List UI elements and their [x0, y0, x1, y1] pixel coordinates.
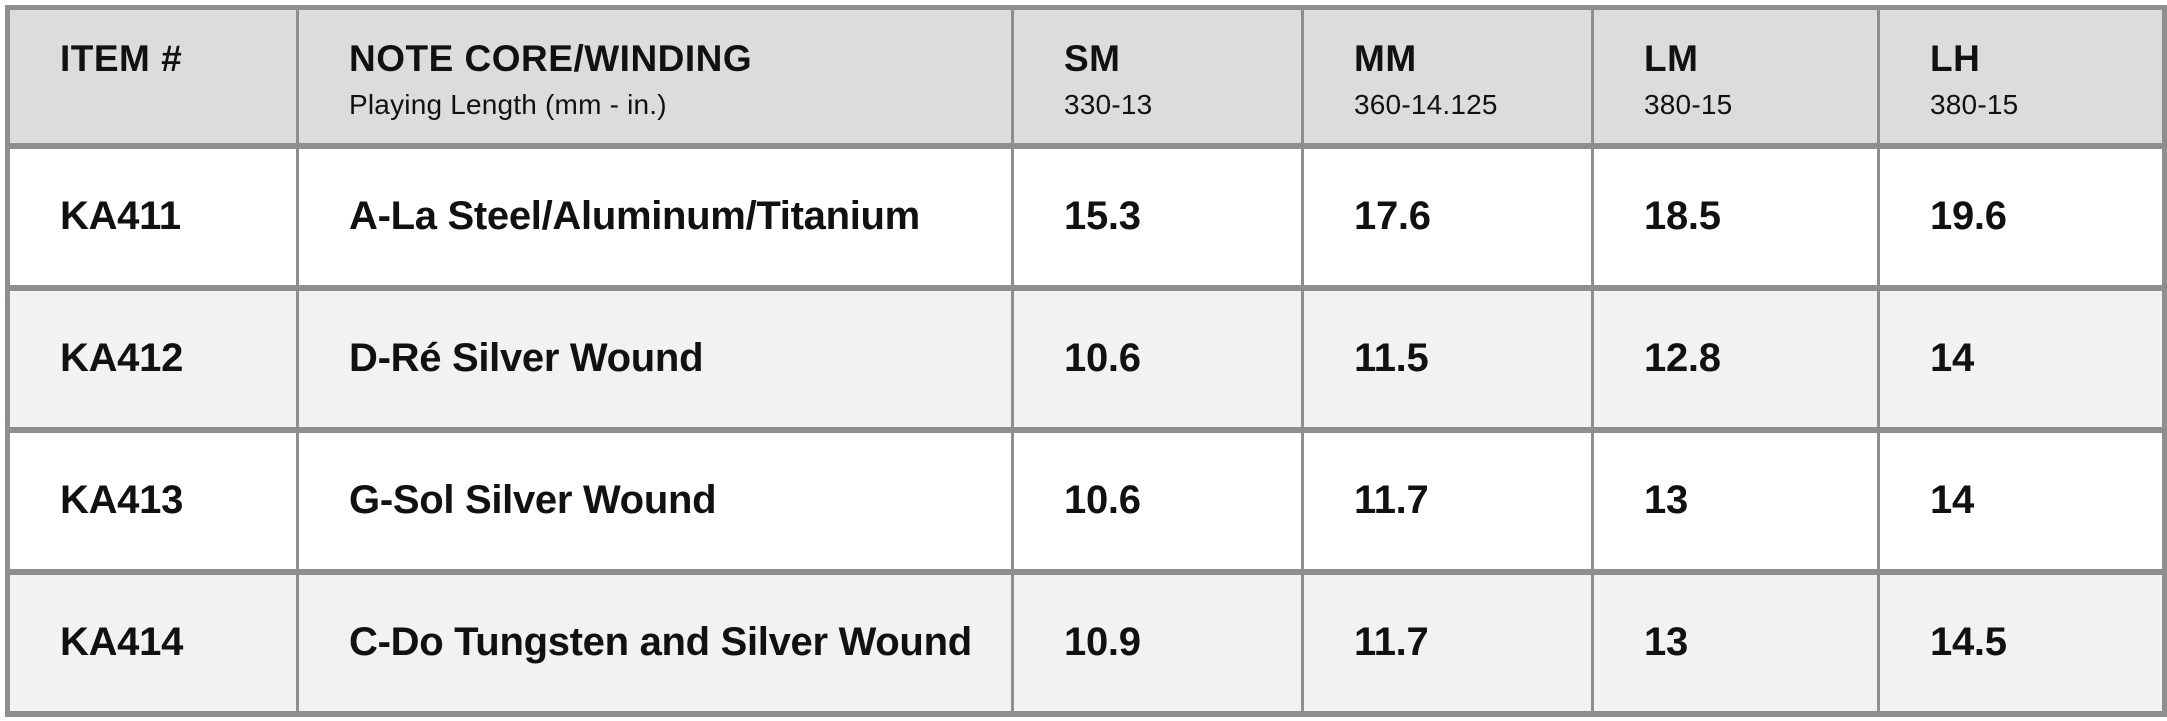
header-cell-note: NOTE CORE/WINDING Playing Length (mm - i… [296, 6, 1014, 147]
column-sublabel-sm: 330-13 [1064, 89, 1153, 120]
cell-note-core-winding: A-La Steel/Aluminum/Titanium [296, 142, 1014, 291]
cell-item-number: KA414 [6, 568, 299, 717]
cell-tension-lm: 13 [1591, 568, 1880, 717]
column-sublabel-lh: 380-15 [1930, 89, 2019, 120]
table-row: KA412 D-Ré Silver Wound 10.6 11.5 12.8 1… [6, 284, 2166, 433]
cell-tension-sm: 10.6 [1011, 284, 1304, 433]
cell-tension-mm: 17.6 [1301, 142, 1594, 291]
cell-note-core-winding: D-Ré Silver Wound [296, 284, 1014, 433]
cell-tension-sm: 10.6 [1011, 426, 1304, 575]
cell-tension-lh: 14.5 [1877, 568, 2166, 717]
cell-tension-lh: 19.6 [1877, 142, 2166, 291]
string-tension-table: ITEM # NOTE CORE/WINDING Playing Length … [5, 5, 2167, 717]
cell-tension-sm: 15.3 [1011, 142, 1304, 291]
cell-tension-lm: 13 [1591, 426, 1880, 575]
header-cell-lm: LM 380-15 [1591, 6, 1880, 147]
cell-item-number: KA411 [6, 142, 299, 291]
cell-tension-mm: 11.7 [1301, 568, 1594, 717]
cell-note-core-winding: C-Do Tungsten and Silver Wound [296, 568, 1014, 717]
cell-item-number: KA413 [6, 426, 299, 575]
cell-tension-lh: 14 [1877, 426, 2166, 575]
column-label-mm: MM [1354, 38, 1417, 79]
cell-tension-mm: 11.7 [1301, 426, 1594, 575]
header-cell-item: ITEM # [6, 6, 299, 147]
column-sublabel-mm: 360-14.125 [1354, 89, 1498, 120]
cell-tension-mm: 11.5 [1301, 284, 1594, 433]
column-sublabel-lm: 380-15 [1644, 89, 1733, 120]
table-row: KA413 G-Sol Silver Wound 10.6 11.7 13 14 [6, 426, 2166, 575]
cell-tension-lm: 12.8 [1591, 284, 1880, 433]
table-row: KA411 A-La Steel/Aluminum/Titanium 15.3 … [6, 142, 2166, 291]
column-label-sm: SM [1064, 38, 1121, 79]
column-label-note: NOTE CORE/WINDING [349, 38, 753, 79]
header-cell-mm: MM 360-14.125 [1301, 6, 1594, 147]
cell-tension-sm: 10.9 [1011, 568, 1304, 717]
column-label-lh: LH [1930, 38, 1981, 79]
header-cell-lh: LH 380-15 [1877, 6, 2166, 147]
header-cell-sm: SM 330-13 [1011, 6, 1304, 147]
header-row: ITEM # NOTE CORE/WINDING Playing Length … [6, 6, 2166, 147]
column-label-item: ITEM # [60, 38, 183, 79]
cell-tension-lm: 18.5 [1591, 142, 1880, 291]
cell-item-number: KA412 [6, 284, 299, 433]
cell-tension-lh: 14 [1877, 284, 2166, 433]
column-label-lm: LM [1644, 38, 1699, 79]
table-row: KA414 C-Do Tungsten and Silver Wound 10.… [6, 568, 2166, 717]
column-sublabel-note: Playing Length (mm - in.) [349, 89, 667, 120]
cell-note-core-winding: G-Sol Silver Wound [296, 426, 1014, 575]
